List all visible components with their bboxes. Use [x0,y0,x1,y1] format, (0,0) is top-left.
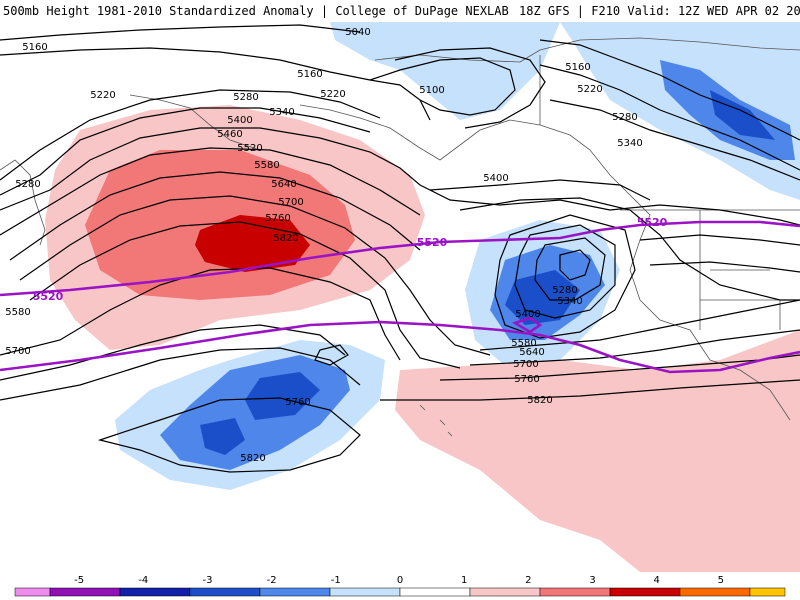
contour-label: 5760 [514,374,539,385]
highlight-label: 5520 [417,236,448,249]
colorbar-swatch [49,587,121,597]
contour-label: 5100 [419,85,444,96]
colorbar-tick-label: -4 [138,575,148,586]
contour-label: 5820 [273,233,298,244]
contour-label: 5400 [227,115,252,126]
contour-label: 5220 [577,84,602,95]
contour-label: 5280 [233,92,258,103]
highlight-5520-contours [0,220,800,374]
colorbar: -5 -4 -3 -2 -1 0 1 2 3 4 5 [14,575,786,597]
colorbar-swatch [329,587,401,597]
contour-label: 5160 [22,42,47,53]
contour-label: 5280 [612,112,637,123]
colorbar-tick-label: -2 [267,575,277,586]
colorbar-tick-label: -3 [203,575,213,586]
contour-label: 5760 [285,397,310,408]
contour-label: 5340 [557,296,582,307]
colorbar-swatch [539,587,611,597]
highlight-label: 5520 [637,216,668,229]
colorbar-swatch [679,587,751,597]
contour-label: 5700 [278,197,303,208]
model-valid-time: 18Z GFS | F210 Valid: 12Z WED APR 02 202… [519,4,800,18]
colorbar-swatch [469,587,541,597]
contour-labels: 5160 5040 5160 5100 5160 5220 5280 5220 … [5,27,642,464]
contour-label: 5040 [345,27,370,38]
colorbar-swatch [749,587,786,597]
colorbar-swatches [14,587,786,597]
contour-label: 5220 [90,90,115,101]
anomaly-map: 5160 5040 5160 5100 5160 5220 5280 5220 … [0,22,800,572]
colorbar-tick-label: 1 [461,575,467,586]
highlight-label: 5520 [33,290,64,303]
contour-label: 5640 [519,347,544,358]
contour-label: 5820 [240,453,265,464]
colorbar-swatch [399,587,471,597]
colorbar-tick-label: 5 [718,575,724,586]
colorbar-tick-label: -1 [331,575,341,586]
colorbar-tick-label: 2 [525,575,531,586]
contour-label: 5820 [527,395,552,406]
contour-label: 5280 [552,285,577,296]
contour-label: 5580 [5,307,30,318]
colorbar-swatch [259,587,331,597]
contour-label: 5160 [565,62,590,73]
contour-label: 5460 [217,129,242,140]
contour-label: 5760 [265,213,290,224]
contour-label: 5400 [515,309,540,320]
negative-anomaly-dark [200,90,775,455]
colorbar-tick-label: 0 [397,575,403,586]
colorbar-swatch [14,587,51,597]
highlight-labels: 5520 5520 5520 [33,216,668,303]
colorbar-tick-label: 4 [653,575,659,586]
contour-label: 5580 [511,338,536,349]
contour-label: 5520 [237,143,262,154]
contour-label: 5400 [483,173,508,184]
contour-label: 5580 [254,160,279,171]
contour-label: 5700 [513,359,538,370]
contour-label: 5220 [320,89,345,100]
contour-label: 5700 [5,346,30,357]
contour-label: 5280 [15,179,40,190]
contour-label: 5340 [269,107,294,118]
positive-anomaly-dark [195,215,310,272]
contour-label: 5640 [271,179,296,190]
colorbar-swatch [119,587,191,597]
map-title: 500mb Height 1981-2010 Standardized Anom… [3,4,509,18]
colorbar-swatch [189,587,261,597]
colorbar-swatch [609,587,681,597]
contour-label: 5340 [617,138,642,149]
colorbar-ticks: -5 -4 -3 -2 -1 0 1 2 3 4 5 [74,575,724,586]
header-bar: 500mb Height 1981-2010 Standardized Anom… [0,0,800,22]
height-contours [0,24,800,473]
colorbar-tick-label: -5 [74,575,84,586]
colorbar-tick-label: 3 [589,575,595,586]
contour-label: 5160 [297,69,322,80]
